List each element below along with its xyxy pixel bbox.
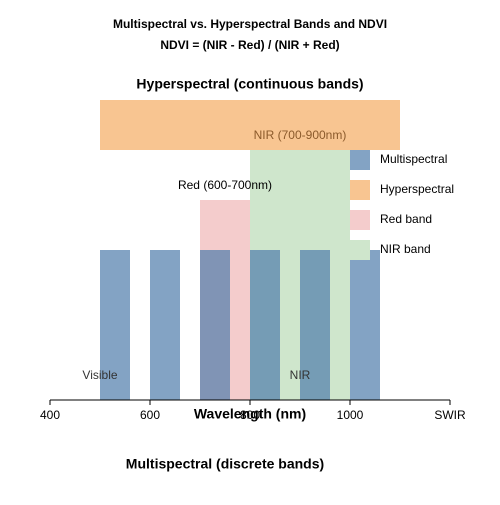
x-tick-label: 1000 (337, 408, 364, 422)
annotation: Visible (82, 368, 117, 382)
legend-label: NIR band (380, 242, 431, 256)
bar (250, 250, 280, 400)
chart-subtitle: NDVI = (NIR - Red) / (NIR + Red) (160, 38, 339, 52)
legend-label: Multispectral (380, 152, 447, 166)
legend-swatch (350, 150, 370, 170)
legend-swatch (350, 240, 370, 260)
chart-title: Multispectral vs. Hyperspectral Bands an… (113, 17, 387, 31)
legend-label: Red band (380, 212, 432, 226)
x-tick-label: SWIR (434, 408, 466, 422)
bar (100, 250, 130, 400)
bar (200, 250, 230, 400)
x-tick-label: 600 (140, 408, 160, 422)
marks (100, 100, 400, 400)
legend-swatch (350, 210, 370, 230)
legend-label: Hyperspectral (380, 182, 454, 196)
x-tick-label: 400 (40, 408, 60, 422)
x-tick-label: 800 (240, 408, 260, 422)
bar (300, 250, 330, 400)
annotation: Red (600-700nm) (178, 178, 272, 192)
top-label: Hyperspectral (continuous bands) (136, 76, 363, 92)
bottom-label: Multispectral (discrete bands) (126, 456, 324, 472)
legend-swatch (350, 180, 370, 200)
annotation: NIR (700-900nm) (254, 128, 347, 142)
bar (150, 250, 180, 400)
x-axis-label: Wavelength (nm) (194, 406, 306, 422)
bar (350, 250, 380, 400)
annotation: NIR (290, 368, 311, 382)
bar (100, 100, 400, 150)
